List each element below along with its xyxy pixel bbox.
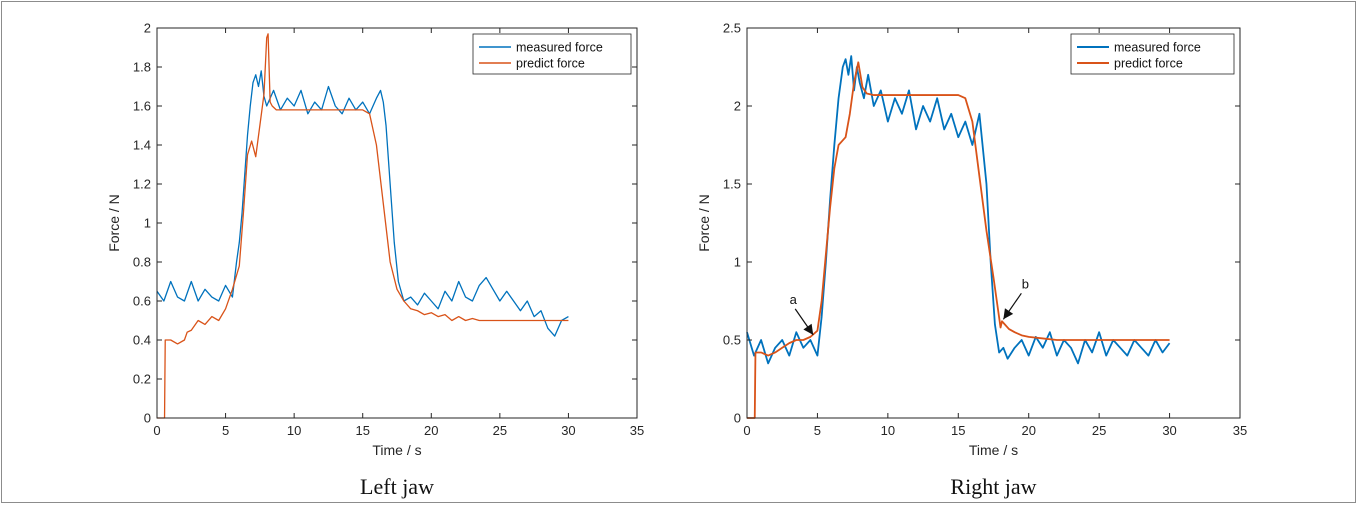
right-jaw-y-tick-label: 0.5 <box>723 333 741 348</box>
left-jaw-legend-box <box>472 33 632 75</box>
right-jaw-legend-box <box>1070 33 1235 75</box>
left-jaw-y-tick-label: 1.2 <box>133 177 151 192</box>
left-jaw-x-tick-label: 5 <box>222 423 229 438</box>
right-jaw-y-tick-label: 2.5 <box>723 21 741 36</box>
left-jaw-y-tick-label: 0 <box>144 411 151 426</box>
right-jaw-y-tick-label: 1.5 <box>723 177 741 192</box>
left-jaw-panel: 0 5 10 15 20 25 30 35 0 0.2 0.4 0.6 0.8 1 1.2 1.4 1.6 1.8… <box>106 21 644 500</box>
left-jaw-x-tick-label: 0 <box>153 423 160 438</box>
left-jaw-legend-entry: measured force <box>516 41 603 55</box>
left-jaw-y-tick-label: 0.4 <box>133 333 151 348</box>
left-jaw-x-tick-label: 10 <box>287 423 301 438</box>
left-jaw-legend: measured force predict force <box>472 33 632 75</box>
right-jaw-x-tick-label: 10 <box>881 423 895 438</box>
left-jaw-plot-area <box>156 27 638 419</box>
left-jaw-x-tick-label: 30 <box>561 423 575 438</box>
right-jaw-caption: Right jaw <box>950 474 1036 499</box>
right-jaw-annotation-label: b <box>1022 276 1029 291</box>
right-jaw-legend-entry: measured force <box>1114 41 1201 55</box>
right-jaw-series-predict-force <box>747 61 1170 419</box>
right-jaw-x-tick-label: 15 <box>951 423 965 438</box>
right-jaw-legend-entry: predict force <box>1114 57 1183 71</box>
right-jaw-legend: measured force predict force <box>1070 33 1235 75</box>
right-jaw-x-tick-label: 5 <box>814 423 821 438</box>
right-jaw-annotation-arrowhead <box>1003 308 1014 320</box>
right-jaw-y-tick-label: 1 <box>734 255 741 270</box>
left-jaw-y-tick-label: 0.6 <box>133 294 151 309</box>
right-jaw-x-tick-label: 30 <box>1162 423 1176 438</box>
right-jaw-plot-area <box>746 27 1241 419</box>
left-jaw-x-tick-label: 35 <box>630 423 644 438</box>
right-jaw-x-tick-label: 35 <box>1233 423 1247 438</box>
left-jaw-series-measured-force <box>156 70 569 337</box>
left-jaw-caption: Left jaw <box>360 474 434 499</box>
right-jaw-y-axis-label: Force / N <box>696 194 712 252</box>
right-jaw-series-measured-force <box>746 55 1171 365</box>
right-jaw-x-axis-label: Time / s <box>969 442 1018 458</box>
left-jaw-y-tick-label: 0.8 <box>133 255 151 270</box>
right-jaw-x-tick-label: 20 <box>1021 423 1035 438</box>
left-jaw-y-axis-label: Force / N <box>106 194 122 252</box>
left-jaw-legend-entry: predict force <box>516 57 585 71</box>
left-jaw-y-tick-label: 2 <box>144 21 151 36</box>
left-jaw-series-predict-force <box>157 33 569 419</box>
right-jaw-x-tick-label: 0 <box>743 423 750 438</box>
left-jaw-x-tick-label: 20 <box>424 423 438 438</box>
left-jaw-x-tick-label: 25 <box>493 423 507 438</box>
left-jaw-y-tick-label: 1.6 <box>133 99 151 114</box>
left-jaw-x-axis-label: Time / s <box>372 442 421 458</box>
right-jaw-x-tick-label: 25 <box>1092 423 1106 438</box>
right-jaw-annotation-arrowhead <box>803 323 814 335</box>
left-jaw-y-tick-label: 0.2 <box>133 372 151 387</box>
right-jaw-y-tick-label: 2 <box>734 99 741 114</box>
left-jaw-x-tick-label: 15 <box>355 423 369 438</box>
left-jaw-y-tick-label: 1.8 <box>133 60 151 75</box>
left-jaw-y-tick-label: 1.4 <box>133 138 151 153</box>
right-jaw-y-tick-label: 0 <box>734 411 741 426</box>
right-jaw-annotation-label: a <box>790 292 798 307</box>
left-jaw-y-tick-label: 1 <box>144 216 151 231</box>
right-jaw-panel: 0 5 10 15 20 25 30 35 0 0.5 1 1.5 2 2.5 Time / s Force … <box>696 21 1247 500</box>
